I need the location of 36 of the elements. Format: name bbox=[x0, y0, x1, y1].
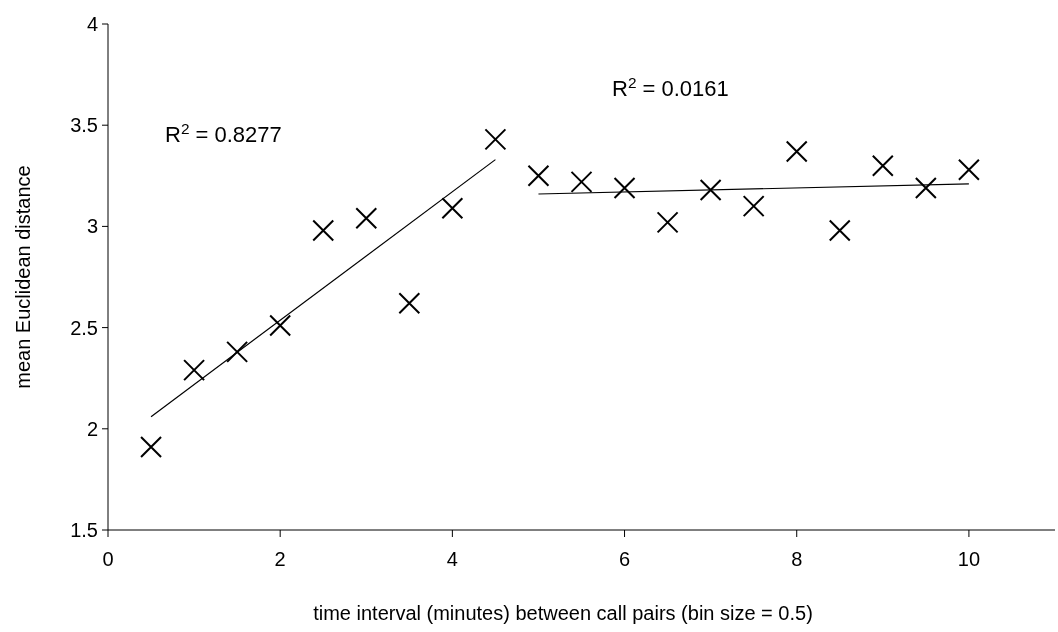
x-axis-title: time interval (minutes) between call pairs (bin size = 0.5) bbox=[313, 602, 813, 624]
point bbox=[398, 292, 421, 315]
point bbox=[355, 207, 378, 230]
point bbox=[183, 359, 206, 382]
point bbox=[828, 219, 851, 242]
y-tick-label: 3.5 bbox=[70, 114, 98, 137]
point bbox=[269, 314, 292, 337]
y-tick-label: 4 bbox=[86, 13, 98, 35]
point bbox=[613, 176, 636, 199]
point bbox=[914, 176, 937, 199]
x-tick-label: 4 bbox=[446, 548, 458, 570]
y-tick-label: 2 bbox=[86, 417, 98, 440]
y-axis-title: mean Euclidean distance bbox=[12, 165, 34, 389]
x-tick-label: 10 bbox=[957, 548, 981, 570]
point bbox=[785, 140, 808, 163]
y-tick-label: 2.5 bbox=[70, 316, 98, 339]
point bbox=[441, 197, 464, 220]
x-tick-label: 0 bbox=[102, 548, 114, 570]
x-tick-label: 6 bbox=[618, 548, 631, 570]
point bbox=[226, 340, 249, 363]
point bbox=[742, 195, 765, 218]
point bbox=[312, 219, 335, 242]
point bbox=[957, 158, 980, 181]
point bbox=[656, 211, 679, 234]
point bbox=[484, 128, 507, 151]
annotation: R$^{2}$ = 0.0161 bbox=[612, 73, 729, 101]
point bbox=[527, 164, 550, 187]
x-tick-label: 2 bbox=[274, 548, 286, 570]
point bbox=[570, 170, 593, 193]
y-tick-label: 3 bbox=[86, 215, 98, 238]
point bbox=[871, 154, 894, 177]
point bbox=[140, 436, 163, 459]
point bbox=[699, 178, 722, 201]
y-tick-label: 1.5 bbox=[70, 519, 98, 541]
x-tick-label: 8 bbox=[791, 548, 803, 570]
annotation: R$^{2}$ = 0.8277 bbox=[165, 119, 282, 147]
